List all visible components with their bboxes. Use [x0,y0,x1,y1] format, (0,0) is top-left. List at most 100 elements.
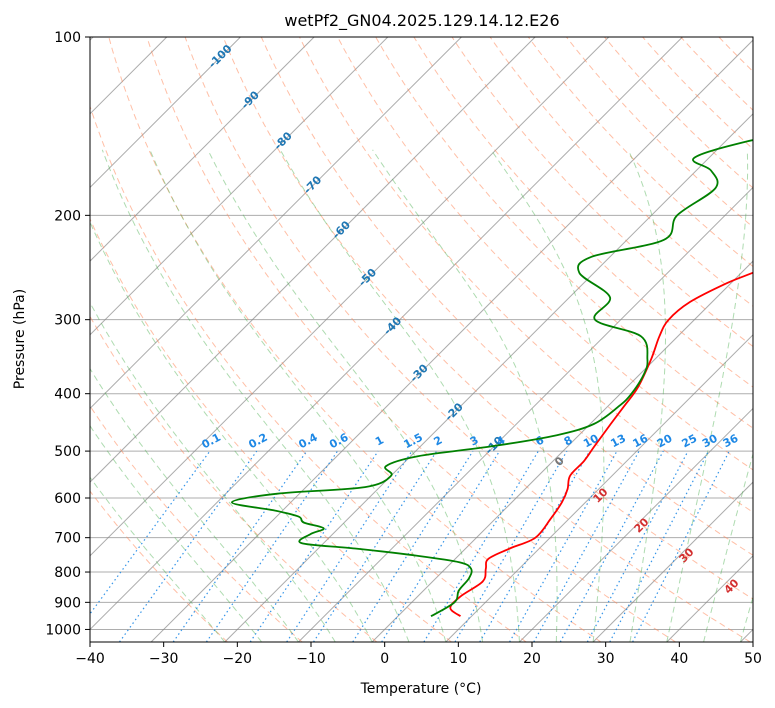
y-tick-label: 900 [54,595,81,611]
isotherm-line [90,37,536,483]
y-tick-label: 1000 [45,622,81,638]
dry-adiabat [527,37,753,268]
dry-adiabat [108,37,602,642]
isotherm-label: -70 [301,173,324,196]
isotherm-line [90,37,683,631]
moist-adiabat-label: 20 [632,515,652,535]
y-tick-label: 700 [54,531,81,547]
mixing-ratio-label: 0.6 [327,431,351,452]
x-axis: −40 −30 −20 −10 0 10 20 30 40 50 [75,642,762,667]
dry-adiabat [375,37,753,429]
mixing-ratio-line [313,450,438,642]
isotherm-line [90,37,241,189]
dry-adiabat [90,490,228,642]
mixing-ratio-label: 0.1 [200,431,223,452]
isotherm-line [90,37,462,410]
mixing-ratio-line [454,450,568,642]
mixing-ratio-line [205,450,339,642]
x-tick-label: 40 [670,651,688,667]
mixing-ratio-line [423,450,539,642]
moist-adiabat [101,149,410,642]
isotherm-line [519,407,753,642]
mixing-ratio-label: 0.4 [296,431,320,452]
moist-adiabat [627,149,666,642]
moist-adiabat-label: 10 [591,485,611,505]
x-tick-label: −30 [149,651,179,667]
y-axis-label: Pressure (hPa) [12,289,28,389]
isotherm-line [224,113,753,642]
x-tick-label: 30 [597,651,615,667]
moist-adiabat-label: 40 [722,576,742,596]
dry-adiabat [744,24,775,642]
dewpoint-profile-line [230,139,753,617]
x-tick-label: −20 [223,651,253,667]
isotherm-line [371,260,753,642]
y-tick-label: 300 [54,313,81,329]
isotherm-line [150,39,753,642]
y-tick-label: 800 [54,565,81,581]
isotherm-label: -100 [206,42,235,71]
x-tick-label: 0 [380,651,389,667]
mixing-ratio-line [352,450,474,642]
isotherm-line [90,37,315,262]
mixing-ratio-label: 25 [680,432,700,451]
y-tick-label: 200 [54,208,81,224]
mixing-ratio-line [609,450,710,642]
y-axis: 100 200 300 400 500 600 700 800 900 1000 [45,30,90,638]
isotherm-line [445,334,753,642]
x-tick-label: 20 [523,651,541,667]
dry-adiabat [260,37,753,556]
moist-adiabat [372,149,558,642]
background-lines [90,24,775,642]
dry-adiabat [337,37,753,471]
mixing-ratio-label: 0.2 [246,431,269,452]
mixing-ratio-line [509,450,618,642]
mixing-ratio-line [119,450,258,642]
x-tick-label: 10 [449,651,467,667]
x-axis-label: Temperature (°C) [360,681,482,697]
dry-adiabat [222,37,753,600]
y-tick-label: 400 [54,387,81,403]
dry-adiabat [90,405,303,642]
x-tick-label: −40 [75,651,105,667]
moist-adiabat [90,476,226,642]
moist-adiabat [279,149,520,642]
mixing-ratio-label: 36 [721,431,741,450]
dry-adiabat [718,37,753,73]
y-tick-label: 500 [54,444,81,460]
dry-adiabat [90,105,527,642]
dry-adiabat [146,37,676,642]
moist-adiabat [490,149,605,642]
mixing-ratio-line [559,450,664,642]
mixing-ratio-label: 20 [655,432,675,451]
moist-adiabat [666,149,749,642]
moist-adiabat [703,452,753,642]
dry-adiabat [298,37,753,513]
moist-adiabat [149,149,447,642]
series-group [230,139,753,617]
moist-adiabat [90,424,262,642]
mixing-ratio-label: 2 [432,433,445,448]
isotherm-line [592,481,753,642]
isotherm-line [298,186,753,642]
mixing-ratio-label: 6 [533,433,546,448]
mixing-ratio-label: 10 [581,432,601,451]
chart-title: wetPf2_GN04.2025.129.14.12.E26 [284,11,559,31]
x-tick-label: −10 [296,651,326,667]
dry-adiabat [451,37,753,348]
mixing-ratio-line [533,450,640,642]
plot-frame [89,36,754,643]
mixing-ratio-line [286,450,413,642]
mixing-ratio-label: 13 [608,432,628,451]
moist-adiabat [90,367,299,642]
mixing-ratio-line [479,450,591,642]
isotherm-line [740,628,753,642]
temperature-profile-line [449,271,753,617]
y-tick-label: 600 [54,491,81,507]
dry-adiabat [90,315,378,642]
dry-adiabat [489,37,753,307]
isotherm-line [90,37,610,557]
mixing-ratio-line [632,450,730,642]
mixing-ratio-line [586,450,689,642]
mixing-ratio-line [172,450,308,642]
